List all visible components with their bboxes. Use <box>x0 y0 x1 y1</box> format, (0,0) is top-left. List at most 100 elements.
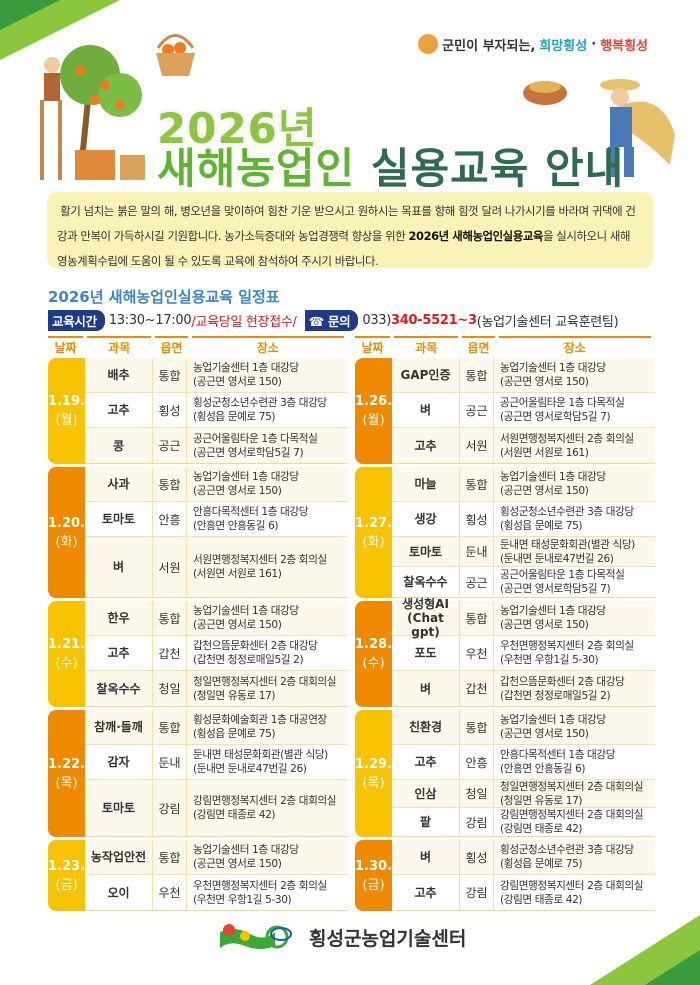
place-address: (둔내면 둔내로47번길 26) <box>500 552 614 565</box>
place-address: (횡성읍 문예로 75) <box>193 728 276 740</box>
date: 1.21. <box>48 637 86 652</box>
place-cell: 농업기술센터 1층 대강당 (공근면 영서로 150) <box>187 358 299 392</box>
day-block: 1.20. (화) 사과 통합 농업기술센터 1층 대강당 (공근면 영서로 150) 토마… <box>48 467 348 598</box>
subject-cell: 친환경 <box>392 710 460 744</box>
town-cell: 서원 <box>460 428 494 463</box>
subject-cell: 농작업안전 <box>85 840 153 874</box>
slogan-hope: 희망횡성 <box>539 38 588 54</box>
subject-cell: 사과 <box>85 467 153 501</box>
table-header: 날짜 과목 읍면 장소 <box>355 336 655 355</box>
town-cell: 청일 <box>460 780 494 807</box>
town-cell: 통합 <box>153 710 187 744</box>
farmer-picking-persimmons-illustration <box>40 45 145 181</box>
place-name: 서원면행정복지센터 2층 회의실 <box>193 554 327 566</box>
place-name: 안흥다목적센터 1층 대강당 <box>193 506 309 518</box>
place-name: 횡성군청소년수련관 3층 대강당 <box>500 506 634 518</box>
place-cell: 공근어울림타운 1층 다목적실 (공근면 영서로학담5길 7) <box>494 567 625 597</box>
day-block: 1.29. (목) 친환경 통합 농업기술센터 1층 대강당 (공근면 영서로 150) 고… <box>355 710 655 837</box>
place-cell: 서원면행정복지센터 2층 회의실 (서원면 서원로 161) <box>187 537 327 597</box>
place-name: 강림면행정복지센터 2층 대회의실 <box>500 809 644 821</box>
date-cell: 1.26. (월) <box>355 358 392 464</box>
table-row: 오이 우천 우천면행정복지센터 2층 회의실 (우천면 우항1길 5-30) <box>85 875 348 910</box>
date-cell: 1.27. (화) <box>355 467 392 598</box>
place-cell: 서원면행정복지센터 2층 회의실 (서원면 서원로 161) <box>494 428 634 463</box>
subject-cell: 참깨·들깨 <box>85 710 153 744</box>
column-header: 장소 <box>498 336 651 355</box>
time-label: 교육시간 <box>48 310 105 331</box>
town-cell: 횡성 <box>460 502 494 536</box>
corner-decoration <box>645 950 700 985</box>
table-row: 감자 둔내 둔내면 태성문화회관(별관 식당) (둔내면 둔내로47번길 26) <box>85 745 348 780</box>
day-block: 1.26. (월) GAP인증 통합 농업기술센터 1층 대강당 (공근면 영서로 150… <box>355 358 655 464</box>
title-part-1: 새해농업인 <box>157 144 356 193</box>
day-block: 1.21. (수) 한우 통합 농업기술센터 1층 대강당 (공근면 영서로 150) 고추… <box>48 601 348 707</box>
table-row: 토마토 안흥 안흥다목적센터 1층 대강당 (안흥면 안흥동길 6) <box>85 502 348 537</box>
place-name: 강림면행정복지센터 2층 대회의실 <box>500 879 644 892</box>
place-cell: 우천면행정복지센터 2층 회의실 (우천면 우항1길 5-30) <box>187 875 327 910</box>
place-address: (공근면 영서로 150) <box>193 858 282 870</box>
subject-cell: 벼 <box>392 671 460 706</box>
town-cell: 우천 <box>460 636 494 670</box>
title-part-2: 실용교육 안내 <box>370 144 625 193</box>
organization-name: 횡성군농업기술센터 <box>309 927 467 950</box>
place-address: (강림면 태종로 42) <box>500 893 583 906</box>
table-row: 농작업안전 통합 농업기술센터 1층 대강당 (공근면 영서로 150) <box>85 840 348 875</box>
table-row: 고추 강림 강림면행정복지센터 2층 대회의실 (강림면 태종로 42) <box>392 875 655 910</box>
table-header: 날짜 과목 읍면 장소 <box>48 336 348 355</box>
place-name: 농업기술센터 1층 대강당 <box>500 605 606 617</box>
place-address: (공근면 영서로학담5길 7) <box>500 583 611 595</box>
schedule-info: 교육시간 13:30~17:00 /교육당일 현장접수/ ☎ 문의 033) 3… <box>48 310 619 331</box>
town-cell: 갑천 <box>153 636 187 670</box>
place-cell: 청일면행정복지센터 2층 대회의실 (청일면 유동로 17) <box>494 780 644 807</box>
table-row: 마늘 통합 농업기술센터 1층 대강당 (공근면 영서로 150) <box>392 467 655 502</box>
date-cell: 1.29. (목) <box>355 710 392 837</box>
place-name: 횡성군청소년수련관 3층 대강당 <box>500 844 634 856</box>
place-name: 공근어울림타운 1층 다목적실 <box>193 432 318 445</box>
table-row: 팥 강림 강림면행정복지센터 2층 대회의실 (강림면 태종로 42) <box>392 808 655 836</box>
fruit-basket-icon <box>156 34 195 76</box>
place-address: (청일면 유동로 17) <box>193 689 276 702</box>
place-address: (우천면 우항1길 5-30) <box>500 654 599 666</box>
town-cell: 공근 <box>460 567 494 597</box>
place-cell: 둔내면 태성문화회관(별관 식당) (둔내면 둔내로47번길 26) <box>187 745 328 779</box>
place-name: 청일면행정복지센터 2층 대회의실 <box>193 675 337 688</box>
schedule-table-right: 날짜 과목 읍면 장소 1.26. (월) GAP인증 통합 농업기술센터 1층 대강당 (공근면… <box>355 336 655 914</box>
table-row: 토마토 강림 강림면행정복지센터 2층 대회의실 (강림면 태종로 42) <box>85 780 348 836</box>
place-cell: 강림면행정복지센터 2층 대회의실 (강림면 태종로 42) <box>494 875 644 910</box>
place-address: (공근면 영서로학담5길 7) <box>500 411 611 423</box>
subject-cell: 고추 <box>85 393 153 427</box>
subject-cell: 토마토 <box>392 537 460 566</box>
place-address: (공근면 영서로 150) <box>193 485 282 497</box>
table-row: 친환경 통합 농업기술센터 1층 대강당 (공근면 영서로 150) <box>392 710 655 745</box>
slogan-happy: 행복횡성 <box>600 38 648 54</box>
place-address: (횡성읍 문예로 75) <box>193 411 276 423</box>
date-cell: 1.22. (목) <box>48 710 85 837</box>
place-cell: 농업기술센터 1층 대강당 (공근면 영서로 150) <box>494 710 606 744</box>
date: 1.20. <box>48 515 86 531</box>
subject-cell: 한우 <box>85 601 153 635</box>
place-address: (갑천면 청정로매일5길 2) <box>500 689 611 702</box>
date: 1.28. <box>355 637 393 652</box>
corner-decoration <box>0 0 60 30</box>
subject-cell: 벼 <box>392 840 460 874</box>
town-cell: 횡성 <box>153 393 187 427</box>
place-cell: 농업기술센터 1층 대강당 (공근면 영서로 150) <box>494 601 606 635</box>
subject-cell: 찰옥수수 <box>392 567 460 597</box>
town-cell: 통합 <box>460 467 494 501</box>
subject-cell: 벼 <box>85 537 153 597</box>
subject-cell: 생성형AI (Chat gpt) <box>392 597 460 639</box>
subject-cell: 고추 <box>85 636 153 670</box>
subject-cell: 인삼 <box>392 780 460 807</box>
place-name: 농업기술센터 1층 대강당 <box>193 605 299 617</box>
date: 1.27. <box>355 515 393 531</box>
subject-cell: 고추 <box>392 745 460 779</box>
table-row: 생강 횡성 횡성군청소년수련관 3층 대강당 (횡성읍 문예로 75) <box>392 502 655 537</box>
table-row: 인삼 청일 청일면행정복지센터 2층 대회의실 (청일면 유동로 17) <box>392 780 655 808</box>
day-block: 1.19. (월) 배추 통합 농업기술센터 1층 대강당 (공근면 영서로 150) 고추… <box>48 358 348 464</box>
town-cell: 통합 <box>460 601 494 635</box>
place-cell: 횡성문화예술회관 1층 대공연장 (횡성읍 문예로 75) <box>187 710 327 744</box>
place-address: (안흥면 안흥동길 6) <box>193 520 279 532</box>
subject-cell: 팥 <box>392 808 460 836</box>
table-row: 고추 횡성 횡성군청소년수련관 3층 대강당 (횡성읍 문예로 75) <box>85 393 348 428</box>
place-name: 농업기술센터 1층 대강당 <box>500 362 606 374</box>
